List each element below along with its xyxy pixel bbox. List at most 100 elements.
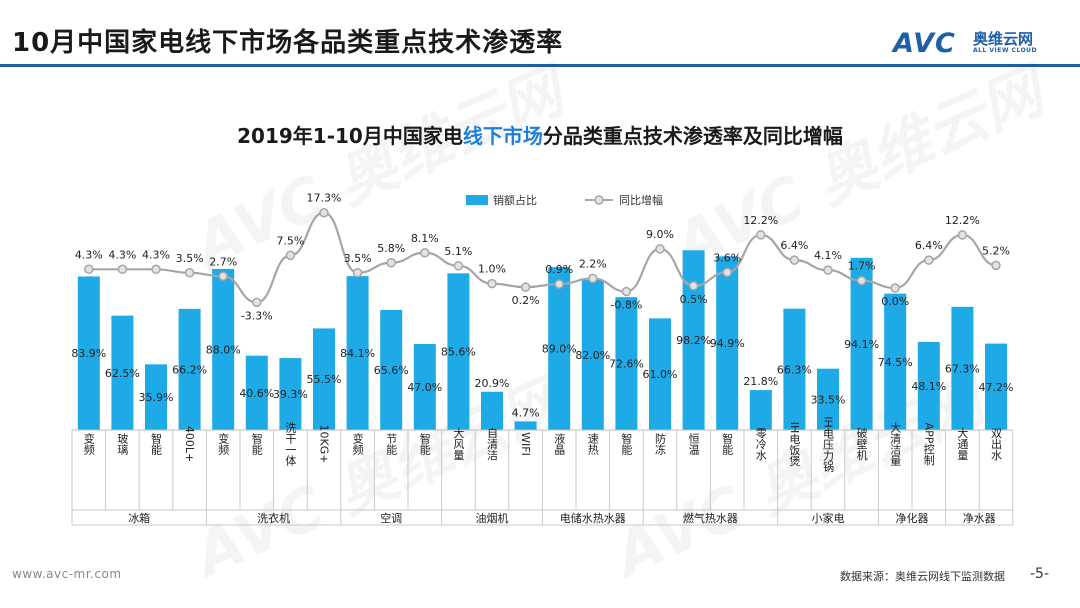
bar-23 — [850, 257, 873, 430]
bar-13 — [514, 421, 537, 430]
yoy-label-21: 6.4% — [780, 239, 808, 252]
yoy-point-6 — [285, 250, 296, 261]
bar-7 — [313, 328, 335, 430]
group-label-6: 小家电 — [812, 511, 845, 525]
yoy-point-22 — [823, 265, 833, 275]
yoy-label-4: 2.7% — [209, 255, 237, 268]
yoy-point-14 — [554, 279, 564, 289]
yoy-point-1 — [117, 264, 128, 275]
legend-line-label: 同比增幅 — [619, 193, 663, 207]
category-label-0: 变频 — [82, 432, 95, 456]
bar-24 — [884, 293, 907, 430]
category-label-6: 洗干一体 — [284, 422, 297, 466]
category-label-21: IH电饭煲 — [788, 422, 801, 467]
yoy-label-11: 5.1% — [444, 245, 472, 258]
yoy-line — [88, 211, 997, 304]
category-label-25: APP控制 — [922, 423, 935, 466]
yoy-label-27: 5.2% — [982, 244, 1010, 257]
yoy-label-26: 12.2% — [945, 214, 980, 227]
yoy-point-26 — [957, 230, 968, 240]
chart-title-part: 2019年1-10月中国家电 — [237, 124, 463, 148]
group-label-1: 洗衣机 — [257, 511, 290, 525]
yoy-label-2: 4.3% — [142, 248, 170, 261]
logo-mark: AVC — [893, 28, 956, 59]
yoy-point-20 — [756, 230, 766, 240]
bar-16 — [615, 297, 638, 430]
yoy-label-3: 3.5% — [176, 252, 204, 265]
bar-12 — [481, 391, 503, 430]
yoy-point-4 — [218, 271, 228, 282]
bar-4 — [212, 268, 235, 430]
title-rule — [0, 64, 1080, 67]
yoy-point-15 — [588, 273, 598, 284]
yoy-label-8: 3.5% — [344, 252, 372, 265]
bar-label-10: 47.0% — [407, 381, 442, 394]
bar-label-13: 4.7% — [512, 406, 540, 419]
page-number: -5- — [1030, 566, 1050, 582]
category-label-11: 大风量 — [452, 426, 465, 460]
yoy-label-1: 4.3% — [108, 248, 136, 261]
yoy-point-12 — [487, 278, 497, 289]
yoy-point-27 — [991, 260, 1001, 271]
penetration-chart: 销额占比 同比增幅 83.9% 62.5% 35.9% 66.2% 88.0% 40.6%39… — [71, 192, 1014, 526]
category-label-19: 智能 — [721, 432, 734, 456]
bar-2 — [145, 364, 167, 430]
yoy-label-17: 9.0% — [646, 228, 674, 241]
category-label-27: 双出水 — [990, 427, 1003, 460]
bar-label-1: 62.5% — [105, 367, 140, 380]
yoy-label-14: 0.9% — [545, 263, 573, 276]
yoy-label-12: 1.0% — [478, 263, 506, 276]
yoy-label-20: 12.2% — [743, 214, 778, 227]
category-label-10: 智能 — [418, 432, 431, 456]
bar-27 — [985, 343, 1007, 430]
group-label-8: 净水器 — [963, 511, 996, 525]
bar-26 — [951, 306, 974, 430]
yoy-label-24: 0.0% — [881, 295, 909, 308]
yoy-point-17 — [655, 244, 665, 254]
bar-label-27: 47.2% — [979, 381, 1014, 394]
category-label-14: 液晶 — [553, 432, 566, 456]
page-title: 10月中国家电线下市场各品类重点技术渗透率 — [12, 28, 564, 58]
category-label-24: 大清洁量 — [889, 421, 902, 466]
yoy-point-9 — [386, 258, 396, 268]
category-label-16: 智能 — [620, 432, 633, 456]
bar-label-18: 98.2% — [676, 334, 711, 347]
bar-label-19: 94.9% — [710, 337, 745, 350]
yoy-point-13 — [520, 282, 531, 292]
bar-11 — [447, 273, 470, 430]
data-source: 数据来源：奥维云网线下监测数据 — [840, 570, 1005, 583]
yoy-label-23: 1.7% — [848, 260, 876, 273]
category-label-2: 智能 — [150, 432, 163, 456]
category-label-1: 玻璃 — [116, 433, 129, 456]
bar-20 — [749, 390, 772, 430]
category-label-8: 变频 — [351, 432, 364, 456]
bar-19 — [716, 256, 739, 430]
bar-label-6: 39.3% — [273, 388, 308, 401]
bar-label-20: 21.8% — [743, 375, 778, 388]
category-label-12: 自清洁 — [486, 427, 499, 461]
category-label-22: IH电压力锅 — [822, 416, 835, 472]
bar-25 — [917, 341, 940, 430]
footer-url: www.avc-mr.com — [12, 567, 122, 581]
yoy-point-11 — [453, 261, 464, 271]
bar-label-22: 33.5% — [811, 393, 846, 406]
bar-label-0: 83.9% — [71, 347, 106, 360]
yoy-label-5: -3.3% — [241, 309, 273, 322]
legend-bar-label: 销额占比 — [493, 193, 537, 207]
logo-cn: 奥维云网 — [973, 30, 1034, 48]
bar-label-16: 72.6% — [609, 358, 644, 371]
group-label-4: 电储水热水器 — [560, 511, 626, 525]
yoy-label-15: 2.2% — [579, 257, 607, 270]
bar-9 — [380, 309, 403, 430]
legend-line-marker — [594, 195, 604, 205]
category-label-7: 10KG+ — [318, 425, 331, 464]
yoy-point-16 — [621, 286, 632, 297]
yoy-point-24 — [890, 283, 900, 293]
yoy-point-8 — [352, 268, 363, 278]
yoy-point-7 — [319, 207, 329, 218]
yoy-point-19 — [722, 267, 732, 278]
bar-label-7: 55.5% — [307, 373, 342, 386]
bar-label-8: 84.1% — [340, 347, 375, 360]
yoy-point-0 — [84, 264, 94, 275]
category-label-15: 速热 — [586, 433, 599, 456]
